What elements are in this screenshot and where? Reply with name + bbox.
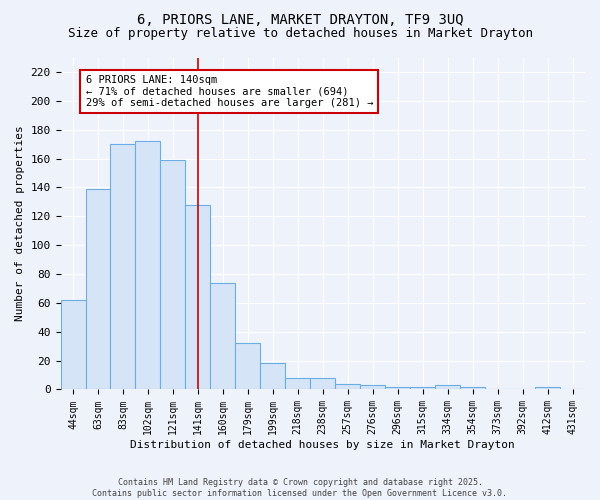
- Bar: [435, 385, 460, 390]
- Bar: [460, 386, 485, 390]
- Bar: [385, 386, 410, 390]
- Text: Contains HM Land Registry data © Crown copyright and database right 2025.
Contai: Contains HM Land Registry data © Crown c…: [92, 478, 508, 498]
- Bar: [310, 378, 335, 390]
- Bar: [286, 378, 310, 390]
- Bar: [235, 344, 260, 390]
- Bar: [335, 384, 360, 390]
- Bar: [136, 141, 160, 390]
- Bar: [260, 364, 286, 390]
- Bar: [185, 204, 211, 390]
- Y-axis label: Number of detached properties: Number of detached properties: [15, 126, 25, 322]
- Text: 6, PRIORS LANE, MARKET DRAYTON, TF9 3UQ: 6, PRIORS LANE, MARKET DRAYTON, TF9 3UQ: [137, 12, 463, 26]
- Bar: [410, 386, 435, 390]
- Bar: [360, 385, 385, 390]
- Bar: [110, 144, 136, 390]
- Text: Size of property relative to detached houses in Market Drayton: Size of property relative to detached ho…: [67, 28, 533, 40]
- Text: 6 PRIORS LANE: 140sqm
← 71% of detached houses are smaller (694)
29% of semi-det: 6 PRIORS LANE: 140sqm ← 71% of detached …: [86, 75, 373, 108]
- Bar: [160, 160, 185, 390]
- Bar: [86, 189, 110, 390]
- Bar: [61, 300, 86, 390]
- X-axis label: Distribution of detached houses by size in Market Drayton: Distribution of detached houses by size …: [130, 440, 515, 450]
- Bar: [211, 282, 235, 390]
- Bar: [535, 386, 560, 390]
